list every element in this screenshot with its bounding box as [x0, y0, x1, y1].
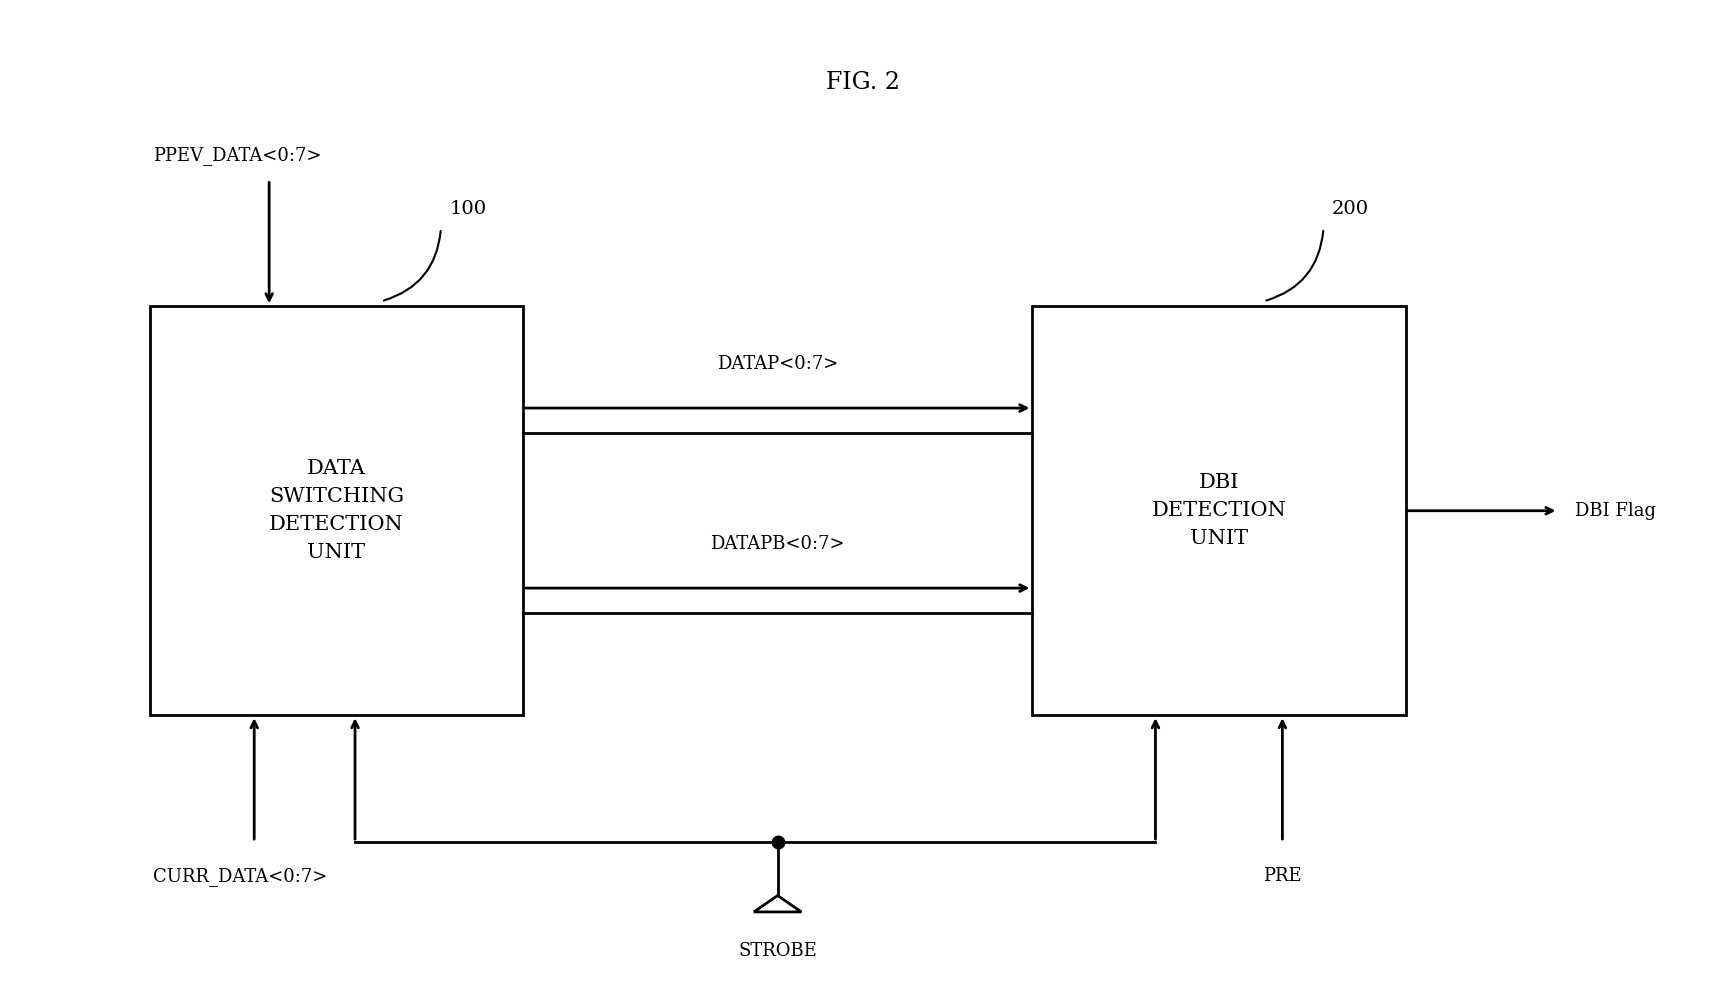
Text: 200: 200	[1332, 199, 1370, 217]
Bar	[150, 307, 523, 715]
Text: PPEV_DATA<0:7>: PPEV_DATA<0:7>	[154, 145, 321, 164]
Text: FIG. 2: FIG. 2	[826, 70, 899, 93]
Text: 100: 100	[450, 199, 486, 217]
Text: DATAP<0:7>: DATAP<0:7>	[718, 356, 838, 373]
Text: STROBE: STROBE	[738, 942, 818, 960]
Text: CURR_DATA<0:7>: CURR_DATA<0:7>	[154, 867, 328, 886]
Text: DATA
SWITCHING
DETECTION
UNIT: DATA SWITCHING DETECTION UNIT	[269, 459, 404, 562]
Text: DATAPB<0:7>: DATAPB<0:7>	[711, 535, 845, 553]
Bar	[1032, 307, 1406, 715]
Text: DBI
DETECTION
UNIT: DBI DETECTION UNIT	[1152, 473, 1287, 548]
Polygon shape	[754, 896, 802, 912]
Text: DBI Flag: DBI Flag	[1575, 502, 1656, 520]
Text: PRE: PRE	[1263, 867, 1302, 885]
